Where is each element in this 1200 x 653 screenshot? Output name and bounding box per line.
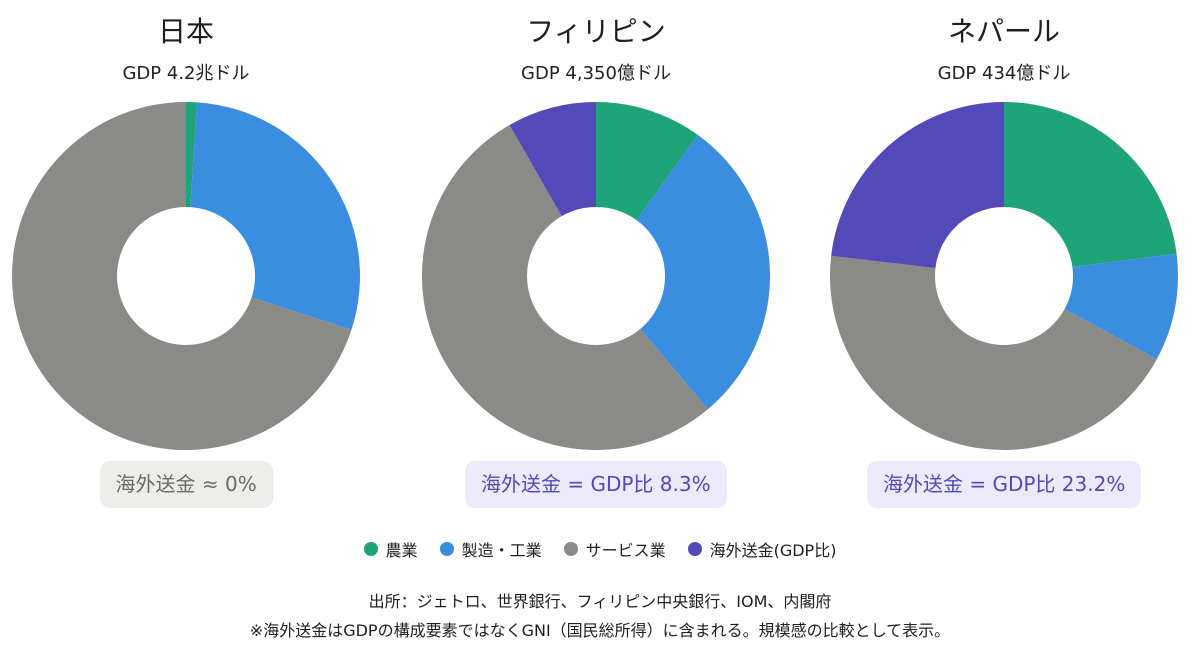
slice-agriculture xyxy=(186,102,197,208)
legend-label-agriculture: 農業 xyxy=(385,541,418,560)
chart-subtitle: GDP 434億ドル xyxy=(937,63,1071,84)
chart-title: ネパール xyxy=(947,15,1060,48)
legend: 農業 製造・工業 サービス業 海外送金(GDP比) xyxy=(0,537,1200,561)
donut-chart xyxy=(830,102,1178,450)
legend-swatch-services xyxy=(563,542,578,556)
remittance-badge: 海外送金 = GDP比 23.2% xyxy=(867,461,1142,508)
legend-item-services: サービス業 xyxy=(563,537,666,561)
chart-title: 日本 xyxy=(157,15,214,48)
footnote: ※海外送金はGDPの構成要素ではなくGNI（国民総所得）に含まれる。規模感の比較… xyxy=(249,621,951,640)
legend-label-manufacturing: 製造・工業 xyxy=(461,541,542,560)
chart-panel: フィリピン GDP 4,350億ドル海外送金 = GDP比 8.3% xyxy=(396,0,796,520)
slice-remittance xyxy=(831,102,1004,269)
slice-manufacturing xyxy=(636,135,770,410)
legend-swatch-remittance xyxy=(687,542,702,556)
chart-subtitle: GDP 4,350億ドル xyxy=(521,63,671,84)
slice-services xyxy=(422,124,708,451)
donut-chart xyxy=(11,102,360,450)
remittance-badge: 海外送金 = GDP比 8.3% xyxy=(465,461,727,508)
chart-panel: 日本 GDP 4.2兆ドル海外送金 ≈ 0% xyxy=(0,0,386,520)
donut-chart xyxy=(422,102,770,451)
slice-agriculture xyxy=(1004,102,1177,268)
legend-item-manufacturing: 製造・工業 xyxy=(439,537,542,561)
legend-item-agriculture: 農業 xyxy=(363,537,418,561)
slice-agriculture xyxy=(596,102,699,221)
source-note: 出所：ジェトロ、世界銀行、フィリピン中央銀行、IOM、内閣府 xyxy=(368,592,832,611)
slice-manufacturing xyxy=(1064,253,1178,360)
remittance-badge: 海外送金 ≈ 0% xyxy=(99,461,273,508)
slice-remittance xyxy=(509,102,596,217)
legend-label-remittance: 海外送金(GDP比) xyxy=(709,541,837,560)
chart-panel: ネパール GDP 434億ドル海外送金 = GDP比 23.2% xyxy=(804,0,1200,520)
slice-services xyxy=(11,102,352,450)
legend-label-services: サービス業 xyxy=(585,541,666,560)
legend-item-remittance: 海外送金(GDP比) xyxy=(687,537,837,561)
chart-title: フィリピン xyxy=(526,15,666,48)
slice-services xyxy=(830,255,1157,450)
legend-swatch-manufacturing xyxy=(439,542,454,556)
chart-subtitle: GDP 4.2兆ドル xyxy=(122,63,250,84)
slice-manufacturing xyxy=(190,102,360,330)
legend-swatch-agriculture xyxy=(363,542,378,556)
